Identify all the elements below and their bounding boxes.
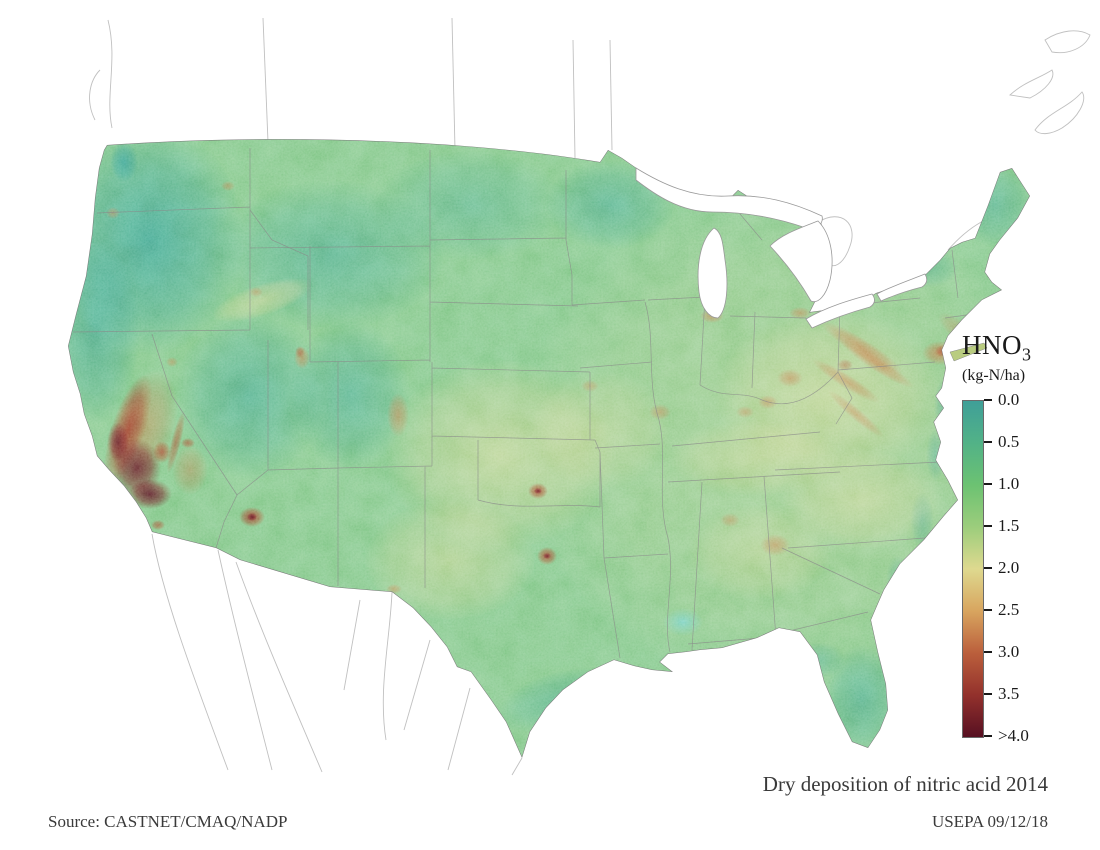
tick-label: 3.0 <box>998 642 1020 661</box>
tick-label: 1.5 <box>998 516 1020 535</box>
tick-mark <box>984 651 992 653</box>
tick-label: 2.0 <box>998 558 1020 577</box>
legend-tick: 3.0 <box>984 642 1020 661</box>
tick-mark <box>984 567 992 569</box>
legend-tick: 0.0 <box>984 390 1020 409</box>
tick-mark <box>984 525 992 527</box>
deposition-field <box>68 139 1030 758</box>
tick-mark <box>984 483 992 485</box>
tick-label: 3.5 <box>998 684 1020 703</box>
tick-mark <box>984 735 992 737</box>
legend-colorbar <box>962 400 984 738</box>
legend-tick: 0.5 <box>984 432 1020 451</box>
legend-tick: 3.5 <box>984 684 1020 703</box>
tick-label: 1.0 <box>998 474 1020 493</box>
state-borders <box>72 148 989 659</box>
source-credit: Source: CASTNET/CMAQ/NADP <box>48 812 288 831</box>
great-lakes <box>635 167 928 329</box>
legend-units: (kg-N/ha) <box>962 367 1026 385</box>
us-outline <box>68 139 1030 758</box>
lake-erie <box>805 293 875 329</box>
tick-mark <box>984 693 992 695</box>
lake-michigan <box>697 227 728 319</box>
legend-tick: >4.0 <box>984 726 1029 745</box>
long-island <box>949 342 988 362</box>
legend-title: HNO3 <box>962 330 1032 365</box>
legend: HNO3 (kg-N/ha) 0.0 0.5 1.0 1.5 2.0 2.5 3… <box>962 330 1100 745</box>
mexico-outline <box>151 533 523 776</box>
tick-mark <box>984 399 992 401</box>
legend-tick: 2.0 <box>984 558 1020 577</box>
legend-tick: 1.5 <box>984 516 1020 535</box>
agency-date: USEPA 09/12/18 <box>931 812 1048 831</box>
tick-label: 0.5 <box>998 432 1020 451</box>
tick-mark <box>984 441 992 443</box>
map-caption: Dry deposition of nitric acid 2014 <box>762 772 1048 796</box>
lake-ontario <box>876 273 928 302</box>
tick-label: >4.0 <box>998 726 1029 745</box>
tick-mark <box>984 609 992 611</box>
tick-label: 0.0 <box>998 390 1020 409</box>
legend-tick: 1.0 <box>984 474 1020 493</box>
legend-tick: 2.5 <box>984 600 1020 619</box>
raster-grain-texture <box>68 139 1030 758</box>
tick-label: 2.5 <box>998 600 1020 619</box>
canada-outline <box>89 17 1091 267</box>
lake-huron <box>769 220 833 303</box>
